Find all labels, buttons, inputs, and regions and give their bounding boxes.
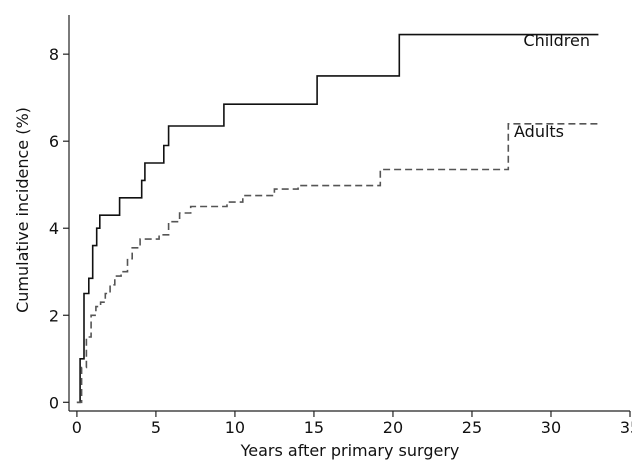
- y-tick-label: 8: [49, 45, 59, 64]
- x-tick-label: 35: [620, 418, 632, 437]
- axes: 0 5 10 15 20 25 30 35 0 2 4 6 8: [49, 15, 632, 437]
- series-line-children: [76, 33, 599, 404]
- x-tick-label: 25: [462, 418, 482, 437]
- series-label-adults: Adults: [514, 122, 564, 141]
- series-line-adults: [76, 123, 599, 404]
- x-axis-label: Years after primary surgery: [240, 441, 460, 460]
- x-tick-label: 5: [151, 418, 161, 437]
- x-tick-label: 15: [304, 418, 324, 437]
- x-tick-label: 30: [541, 418, 561, 437]
- y-tick-label: 2: [49, 306, 59, 325]
- y-tick-label: 0: [49, 393, 59, 412]
- label-layer: Children Adults: [514, 31, 590, 141]
- y-tick-label: 4: [49, 219, 59, 238]
- y-axis-label: Cumulative incidence (%): [13, 107, 32, 313]
- x-tick-label: 10: [225, 418, 245, 437]
- x-tick-label: 0: [72, 418, 82, 437]
- series-label-children: Children: [523, 31, 590, 50]
- x-tick-label: 20: [383, 418, 403, 437]
- series-layer: [76, 33, 599, 404]
- y-tick-label: 6: [49, 132, 59, 151]
